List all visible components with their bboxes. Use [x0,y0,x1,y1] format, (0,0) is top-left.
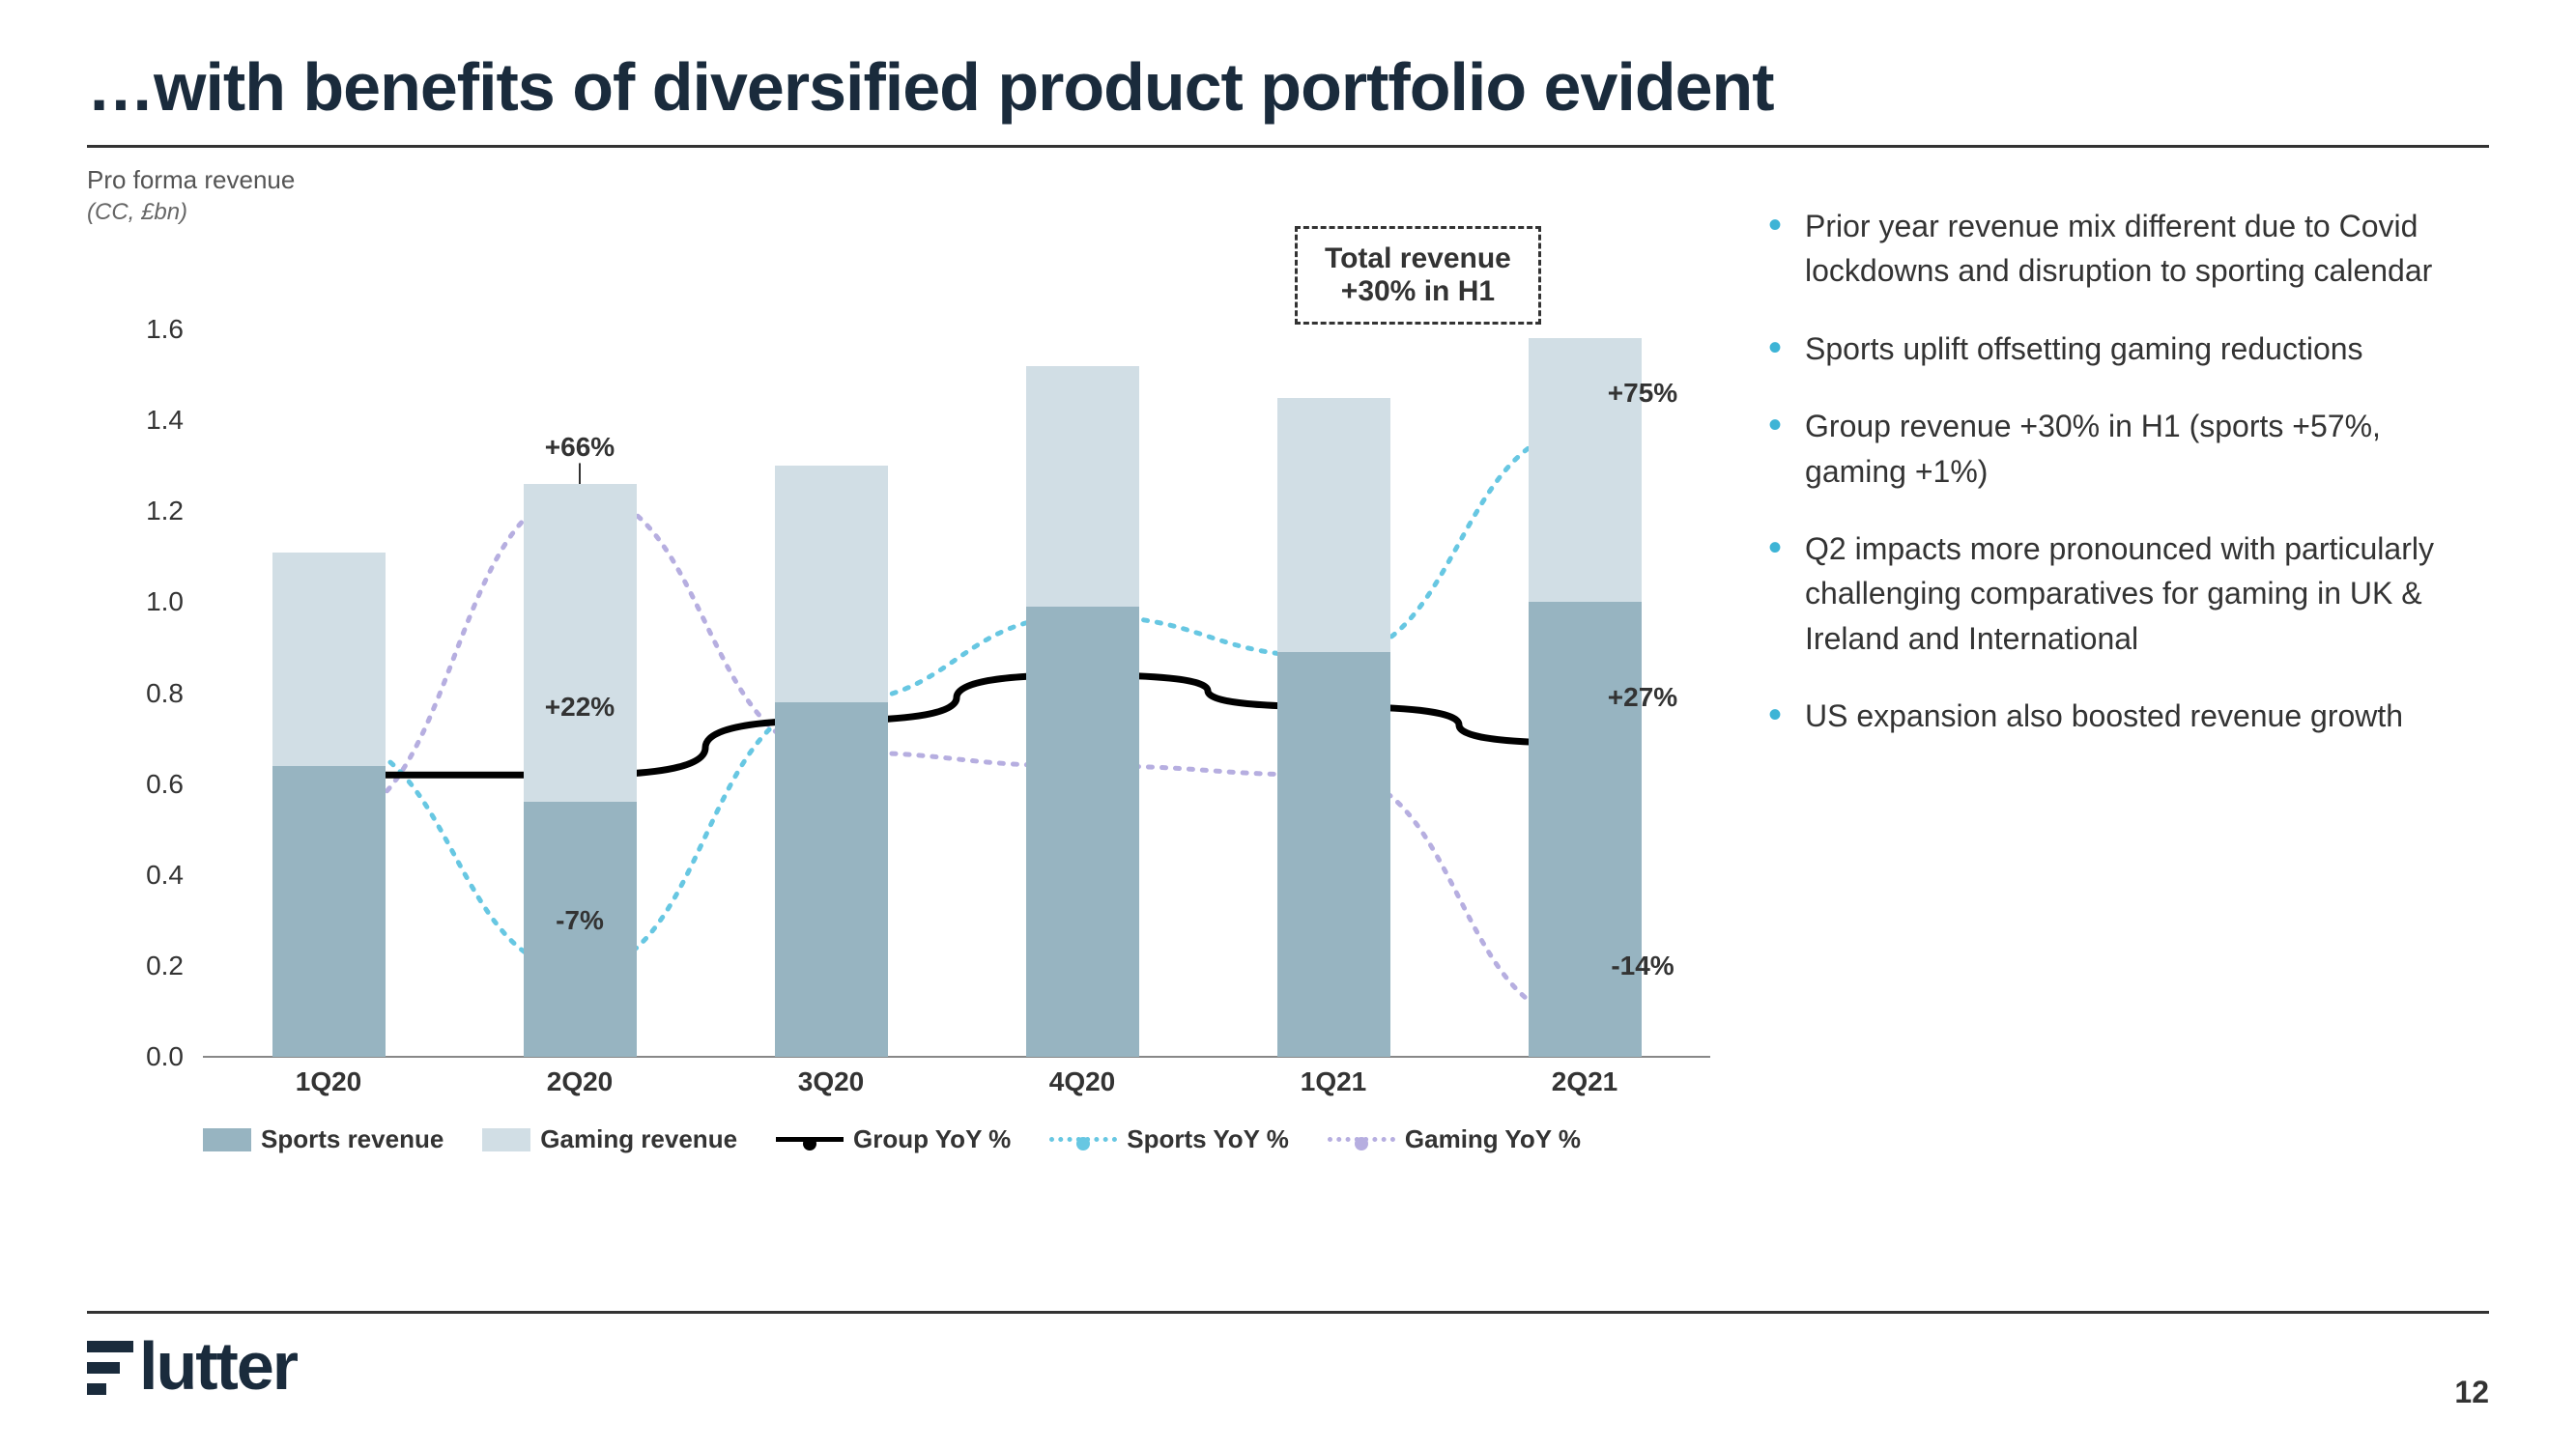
chart-subtitle: Pro forma revenue [87,165,1730,195]
legend-label: Sports revenue [261,1124,444,1154]
gaming-revenue-bar [1277,398,1390,653]
title-rule [87,145,2489,148]
y-tick-label: 0.2 [146,951,184,981]
page-number: 12 [2454,1375,2489,1410]
chart-subtitle-note: (CC, £bn) [87,199,1730,226]
sports-revenue-bar [1277,652,1390,1057]
chart-region: 0.00.20.40.60.81.01.21.41.6 +66%+22%-7%+… [87,226,1730,1211]
gaming-revenue-bar [524,484,637,802]
legend-line-icon [1049,1137,1117,1142]
legend-label: Sports YoY % [1127,1124,1289,1154]
bar-group [775,284,888,1057]
legend-swatch-icon [482,1128,530,1151]
legend-item: Gaming YoY % [1328,1124,1581,1154]
chart-column: Pro forma revenue (CC, £bn) 0.0 0.2 0.4 0.6… [87,165,1730,1211]
bar-group [1026,284,1139,1057]
bullet-text: Q2 impacts more pronounced with particul… [1805,526,2489,661]
series-data-label: +66% [545,432,615,463]
callout-line1: Total revenue [1325,242,1511,275]
logo-icon [87,1333,133,1410]
legend-label: Group YoY % [853,1124,1011,1154]
bullet-item: • US expansion also boosted revenue growt… [1768,694,2489,738]
page-title: …with benefits of diversified product po… [87,48,2489,126]
legend-swatch-icon [203,1128,251,1151]
series-data-label: -7% [556,905,604,936]
legend-marker-icon [803,1137,816,1151]
series-data-label: +75% [1608,378,1677,409]
legend-item: Group YoY % [776,1124,1011,1154]
bullet-text: Sports uplift offsetting gaming reductio… [1805,327,2363,371]
footer: lutter 12 [87,1327,2489,1410]
sports-revenue-bar [272,766,386,1057]
legend-label: Gaming YoY % [1405,1124,1581,1154]
legend-item: Sports YoY % [1049,1124,1289,1154]
legend-marker-icon [1355,1137,1368,1151]
bar-group [524,284,637,1057]
x-tick-label: 1Q21 [1301,1066,1367,1097]
gaming-revenue-bar [1026,366,1139,607]
flutter-logo: lutter [87,1327,297,1410]
bullet-item: • Prior year revenue mix different due to… [1768,204,2489,294]
bullets-column: • Prior year revenue mix different due to… [1768,165,2489,1211]
gaming-revenue-bar [775,466,888,702]
x-tick-label: 2Q20 [547,1066,614,1097]
legend-marker-icon [1076,1137,1090,1151]
sports-revenue-bar [775,702,888,1057]
sports-revenue-bar [1026,607,1139,1057]
bullet-text: US expansion also boosted revenue growth [1805,694,2403,738]
bar-group [1277,284,1390,1057]
legend-line-icon [1328,1137,1395,1142]
gaming_yoy-line [329,493,1585,1020]
x-axis: 1Q20 2Q20 3Q20 4Q20 1Q21 2Q21 [203,1066,1710,1115]
y-tick-label: 1.4 [146,405,184,436]
y-tick-label: 1.6 [146,314,184,345]
bullet-text: Prior year revenue mix different due to … [1805,204,2489,294]
bullet-dot-icon: • [1768,528,1782,661]
series-data-label: +27% [1608,682,1677,713]
y-tick-label: 1.2 [146,496,184,526]
revenue-callout: Total revenue +30% in H1 [1295,226,1541,325]
chart-plot: +66% +22% -7% +75% +27% -14% [203,284,1710,1057]
bullet-item: •Q2 impacts more pronounced with particu… [1768,526,2489,661]
bullet-item: • Group revenue +30% in H1 (sports +57%, … [1768,404,2489,494]
footer-rule [87,1311,2489,1314]
group_yoy-line [329,675,1585,776]
sports-revenue-bar [1529,602,1642,1057]
gaming-revenue-bar [272,553,386,766]
x-tick-label: 3Q20 [798,1066,865,1097]
legend-line-icon [776,1137,844,1142]
legend-item: Sports revenue [203,1124,444,1154]
legend-label: Gaming revenue [540,1124,737,1154]
series-data-label: -14% [1611,951,1674,981]
legend-item: Gaming revenue [482,1124,737,1154]
y-tick-label: 0.4 [146,860,184,891]
y-tick-label: 1.0 [146,586,184,617]
x-tick-label: 4Q20 [1049,1066,1116,1097]
callout-line2: +30% in H1 [1325,275,1511,308]
logo-text: lutter [139,1328,297,1404]
x-axis-line [203,1056,1710,1058]
bullet-dot-icon: • [1768,696,1782,738]
content-row: Pro forma revenue (CC, £bn) 0.0 0.2 0.4 0.6… [87,165,2489,1211]
bullet-dot-icon: • [1768,406,1782,494]
x-tick-label: 1Q20 [296,1066,362,1097]
chart-legend: Sports revenue Gaming revenue Group YoY % S… [203,1124,1710,1154]
y-tick-label: 0.6 [146,769,184,800]
bullet-list: • Prior year revenue mix different due to… [1768,204,2489,739]
bullet-text: Group revenue +30% in H1 (sports +57%, g… [1805,404,2489,494]
chart-lines-svg [203,284,1710,1057]
bullet-item: • Sports uplift offsetting gaming reducti… [1768,327,2489,371]
series-data-label: +22% [545,692,615,723]
x-tick-label: 2Q21 [1552,1066,1618,1097]
y-tick-label: 0.8 [146,678,184,709]
bullet-dot-icon: • [1768,328,1782,371]
bar-group [272,284,386,1057]
bullet-dot-icon: • [1768,206,1782,294]
y-axis: 0.00.20.40.60.81.01.21.41.6 [87,284,203,1057]
y-tick-label: 0.0 [146,1041,184,1072]
